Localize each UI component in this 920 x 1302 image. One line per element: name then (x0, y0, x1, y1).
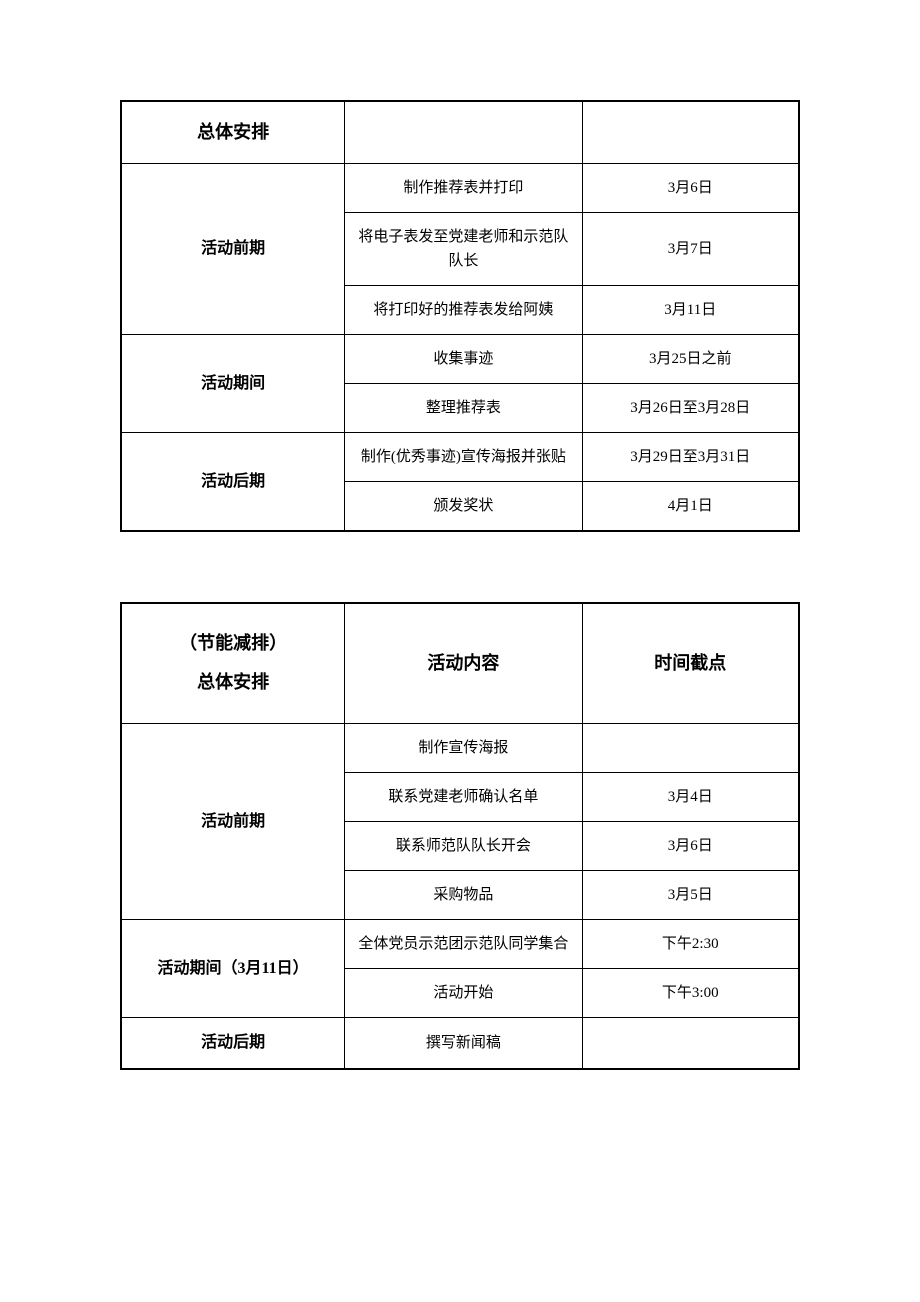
table-header-row: （节能减排） 总体安排 活动内容 时间截点 (121, 603, 799, 724)
task-date (582, 723, 799, 772)
header-activity-content: 活动内容 (345, 603, 582, 724)
task-date: 3月11日 (582, 285, 799, 334)
header-overall-2: （节能减排） 总体安排 (121, 603, 345, 724)
phase-during-2: 活动期间（3月11日） (121, 919, 345, 1017)
task-content: 将电子表发至党建老师和示范队队长 (345, 212, 582, 285)
task-content: 整理推荐表 (345, 383, 582, 432)
task-date: 下午2:30 (582, 919, 799, 968)
task-date: 下午3:00 (582, 968, 799, 1017)
task-content: 制作宣传海报 (345, 723, 582, 772)
task-content: 将打印好的推荐表发给阿姨 (345, 285, 582, 334)
task-content: 联系党建老师确认名单 (345, 772, 582, 821)
task-date: 3月6日 (582, 163, 799, 212)
task-date: 3月5日 (582, 870, 799, 919)
table-header-row: 总体安排 (121, 101, 799, 163)
schedule-table-1: 总体安排 活动前期 制作推荐表并打印 3月6日 将电子表发至党建老师和示范队队长… (120, 100, 800, 532)
task-content: 收集事迹 (345, 334, 582, 383)
table-row: 活动期间（3月11日） 全体党员示范团示范队同学集合 下午2:30 (121, 919, 799, 968)
task-date: 3月7日 (582, 212, 799, 285)
header-col3 (582, 101, 799, 163)
table-row: 活动后期 撰写新闻稿 (121, 1017, 799, 1068)
task-content: 颁发奖状 (345, 481, 582, 531)
task-content: 活动开始 (345, 968, 582, 1017)
task-date: 3月29日至3月31日 (582, 432, 799, 481)
phase-after: 活动后期 (121, 432, 345, 531)
task-content: 采购物品 (345, 870, 582, 919)
header-col2 (345, 101, 582, 163)
task-content: 全体党员示范团示范队同学集合 (345, 919, 582, 968)
phase-early: 活动前期 (121, 163, 345, 334)
table-row: 活动后期 制作(优秀事迹)宣传海报并张贴 3月29日至3月31日 (121, 432, 799, 481)
table-row: 活动期间 收集事迹 3月25日之前 (121, 334, 799, 383)
task-date (582, 1017, 799, 1068)
phase-after-2: 活动后期 (121, 1017, 345, 1068)
task-content: 撰写新闻稿 (345, 1017, 582, 1068)
header-time-deadline: 时间截点 (582, 603, 799, 724)
phase-during: 活动期间 (121, 334, 345, 432)
task-date: 3月26日至3月28日 (582, 383, 799, 432)
header-line1: （节能减排） (179, 633, 287, 653)
phase-early-2: 活动前期 (121, 723, 345, 919)
table-row: 活动前期 制作宣传海报 (121, 723, 799, 772)
task-date: 4月1日 (582, 481, 799, 531)
table-row: 活动前期 制作推荐表并打印 3月6日 (121, 163, 799, 212)
task-content: 联系师范队队长开会 (345, 821, 582, 870)
header-overall: 总体安排 (121, 101, 345, 163)
task-date: 3月4日 (582, 772, 799, 821)
schedule-table-2: （节能减排） 总体安排 活动内容 时间截点 活动前期 制作宣传海报 联系党建老师… (120, 602, 800, 1070)
task-content: 制作推荐表并打印 (345, 163, 582, 212)
task-date: 3月6日 (582, 821, 799, 870)
task-date: 3月25日之前 (582, 334, 799, 383)
header-line2: 总体安排 (197, 672, 269, 692)
task-content: 制作(优秀事迹)宣传海报并张贴 (345, 432, 582, 481)
